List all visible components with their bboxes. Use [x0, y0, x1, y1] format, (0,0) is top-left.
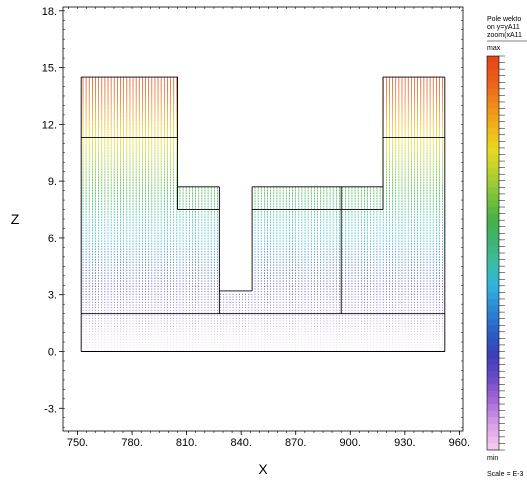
- plot-area-frame: [62, 6, 464, 432]
- vector-field: [82, 77, 444, 351]
